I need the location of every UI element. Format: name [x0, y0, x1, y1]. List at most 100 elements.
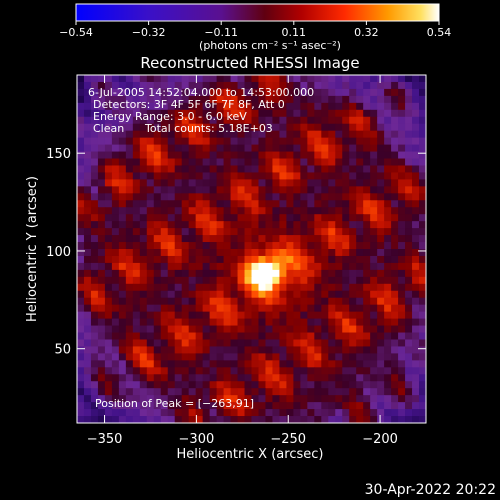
heat-cell [272, 228, 280, 236]
heat-cell [111, 374, 120, 382]
heat-cell [111, 325, 120, 333]
heat-cell [97, 200, 106, 208]
heat-cell [321, 109, 329, 118]
heat-cell [174, 193, 183, 201]
heat-cell [104, 158, 113, 166]
heat-cell [314, 207, 322, 215]
heat-cell [230, 214, 238, 222]
heat-cell [153, 158, 162, 166]
heat-cell [202, 221, 211, 229]
heat-cell [279, 262, 287, 271]
heat-cell [160, 262, 169, 271]
heat-cell [125, 151, 134, 159]
heat-cell [90, 186, 99, 194]
heat-cell [244, 402, 252, 410]
heat-cell [349, 144, 357, 152]
heat-cell [132, 283, 141, 292]
heat-cell [202, 137, 211, 145]
heat-cell [237, 360, 245, 368]
heat-cell [83, 165, 92, 173]
heat-cell [377, 269, 385, 278]
heat-cell [419, 137, 426, 145]
heat-cell [77, 290, 85, 299]
heat-cell [160, 402, 169, 410]
heat-cell [405, 339, 413, 347]
heat-cell [314, 332, 322, 340]
heat-cell [300, 409, 308, 417]
heat-cell [111, 311, 120, 319]
heat-cell [77, 228, 85, 236]
heat-cell [328, 130, 336, 139]
heat-cell [398, 214, 406, 222]
heat-cell [307, 255, 315, 264]
heat-cell [188, 75, 197, 83]
heat-cell [174, 269, 183, 278]
heat-cell [300, 304, 308, 313]
heat-cell [419, 402, 426, 410]
heat-cell [251, 290, 259, 299]
heat-cell [307, 269, 315, 278]
heat-cell [223, 228, 231, 236]
heat-cell [335, 374, 343, 382]
heat-cell [349, 249, 357, 257]
heat-cell [370, 151, 378, 159]
heat-cell [132, 325, 141, 333]
heat-cell [279, 144, 287, 152]
heat-cell [97, 130, 106, 139]
heat-cell [342, 346, 350, 354]
heat-cell [321, 137, 329, 145]
heat-cell [216, 207, 224, 215]
heat-cell [174, 228, 183, 236]
heat-cell [230, 81, 238, 90]
heat-cell [230, 374, 238, 382]
heat-cell [405, 395, 413, 403]
heat-cell [195, 402, 204, 410]
heat-cell [363, 409, 371, 417]
heat-cell [258, 193, 266, 201]
heat-cell [300, 360, 308, 368]
heat-cell [328, 242, 336, 250]
heat-cell [265, 186, 273, 194]
heat-cell [307, 360, 315, 368]
heat-cell [195, 172, 204, 180]
heat-cell [90, 276, 99, 285]
heat-cell [209, 283, 217, 292]
heat-cell [111, 339, 120, 347]
heat-cell [146, 360, 155, 368]
heat-cell [398, 193, 406, 201]
heat-cell [160, 151, 169, 159]
heat-cell [370, 102, 378, 111]
heat-cell [209, 290, 217, 299]
heat-cell [202, 165, 211, 173]
heat-cell [384, 346, 392, 354]
heat-cell [125, 283, 134, 292]
colorbar-tick-label: 0.11 [282, 26, 307, 39]
heat-cell [244, 88, 252, 97]
heat-cell [384, 151, 392, 159]
heat-cell [188, 262, 197, 271]
heat-cell [398, 395, 406, 403]
heat-cell [405, 179, 413, 187]
heat-cell [237, 381, 245, 389]
heat-cell [90, 207, 99, 215]
heat-cell [146, 269, 155, 278]
heat-cell [335, 255, 343, 264]
heat-cell [83, 179, 92, 187]
heat-cell [314, 242, 322, 250]
heat-cell [405, 297, 413, 306]
heat-cell [132, 311, 141, 319]
heat-cell [335, 130, 343, 139]
heat-cell [258, 360, 266, 368]
heat-cell [377, 137, 385, 145]
heat-cell [167, 332, 176, 340]
heat-cell [398, 95, 406, 104]
heat-cell [419, 353, 426, 361]
heat-cell [370, 311, 378, 319]
heat-cell [146, 409, 155, 417]
heat-cell [412, 346, 420, 354]
heat-cell [300, 207, 308, 215]
heat-cell [223, 102, 231, 111]
annotation-time: 6-Jul-2005 14:52:04.000 to 14:53:00.000 [88, 86, 314, 99]
heat-cell [356, 388, 364, 396]
heat-cell [398, 262, 406, 271]
